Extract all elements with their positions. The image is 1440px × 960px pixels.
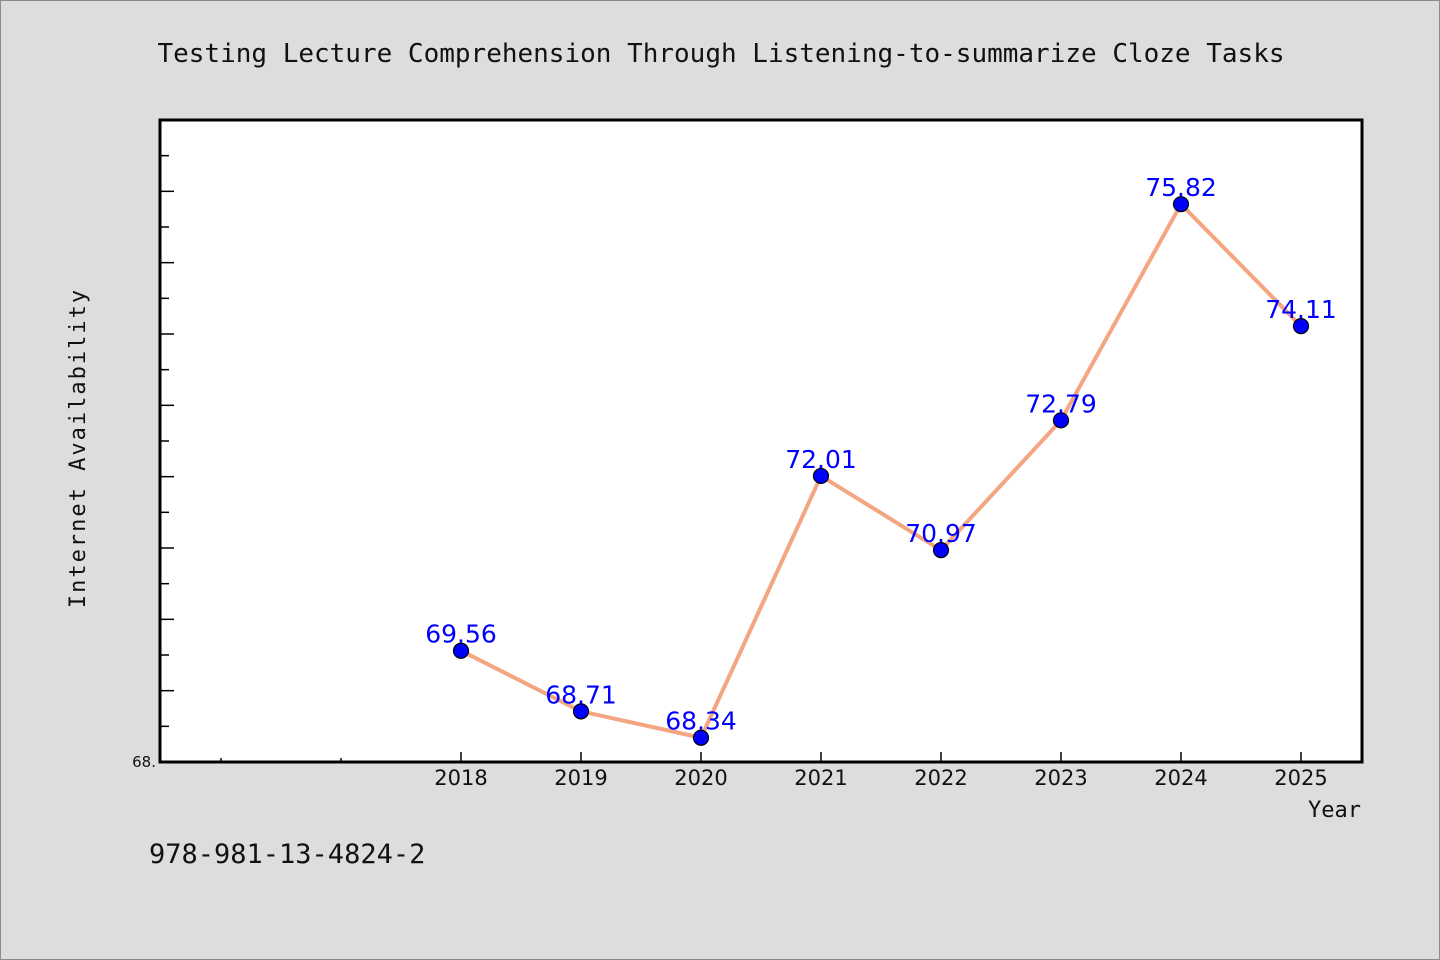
data-point-marker xyxy=(932,542,950,559)
data-point-marker xyxy=(1292,318,1310,335)
series-layer: 69.56 68.71 68.34 72.01 70.97 72.79 75.82 74.11 xyxy=(425,173,1337,746)
data-label: 68.34 xyxy=(665,707,737,736)
data-label: 74.11 xyxy=(1265,295,1337,324)
data-point-marker xyxy=(1172,196,1190,213)
data-label: 70.97 xyxy=(905,519,977,548)
chart-title: Testing Lecture Comprehension Through Li… xyxy=(157,39,1284,69)
data-label: 72.79 xyxy=(1025,389,1097,418)
data-point-marker xyxy=(1052,412,1070,429)
plot-area xyxy=(158,118,1364,764)
x-tick-label: 2021 xyxy=(794,766,847,790)
x-tick-label: 2023 xyxy=(1034,766,1087,790)
y-axis-ticks: 68. xyxy=(132,154,174,771)
data-label: 69.56 xyxy=(425,620,497,649)
x-axis-label: Year xyxy=(1308,798,1361,823)
x-tick-label: 2019 xyxy=(554,766,607,790)
x-tick-label: 2024 xyxy=(1154,766,1207,790)
y-axis-label: Internet Availability xyxy=(66,288,91,608)
isbn-footer: 978-981-13-4824-2 xyxy=(149,839,425,870)
x-axis-ticks: 2018 2019 2020 2021 2022 2023 2024 2025 xyxy=(220,752,1328,790)
x-tick-label: 2018 xyxy=(434,766,487,790)
data-label: 75.82 xyxy=(1145,173,1217,202)
data-label: 72.01 xyxy=(785,445,857,474)
x-tick-label: 2025 xyxy=(1274,766,1327,790)
series-line xyxy=(459,202,1303,740)
data-point-marker xyxy=(452,642,470,659)
data-label: 68.71 xyxy=(545,680,617,709)
data-point-marker xyxy=(692,729,710,746)
data-point-marker xyxy=(812,467,830,485)
y-tick-label: 68. xyxy=(132,753,156,771)
x-tick-label: 2022 xyxy=(914,766,967,790)
x-tick-label: 2020 xyxy=(674,766,727,790)
data-point-marker xyxy=(572,703,590,720)
